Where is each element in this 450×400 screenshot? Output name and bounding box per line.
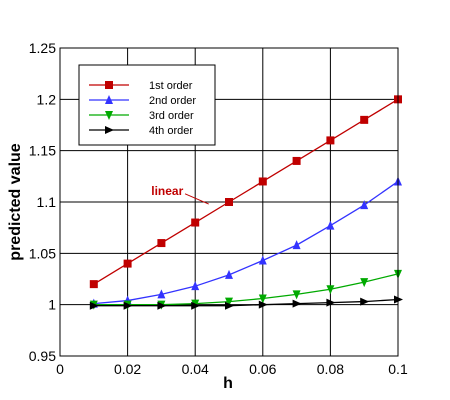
legend-label: 3rd order <box>149 110 194 122</box>
x-tick-label: 0.08 <box>317 361 344 377</box>
y-tick-label: 1.2 <box>37 91 57 107</box>
data-point <box>360 115 369 124</box>
legend-box <box>78 64 216 146</box>
data-point <box>123 301 133 310</box>
series-line <box>93 273 399 306</box>
y-axis-title: predicted value <box>7 143 24 260</box>
legend-marker <box>105 111 113 120</box>
data-point <box>123 259 132 268</box>
annotation-leader <box>184 193 209 205</box>
data-point <box>326 220 335 230</box>
data-point <box>225 198 233 206</box>
data-point <box>292 290 301 300</box>
legend-marker <box>105 81 113 89</box>
data-point <box>89 280 98 289</box>
data-point <box>191 301 201 310</box>
x-tick-label: 0.1 <box>388 361 408 377</box>
series-4 <box>89 295 403 310</box>
data-point <box>292 156 301 165</box>
data-point <box>292 240 301 250</box>
x-tick-label: 0.02 <box>114 361 141 377</box>
legend-marker <box>105 126 114 134</box>
legend-label: 1st order <box>149 80 193 92</box>
legend-item: 2nd order <box>89 95 196 107</box>
series-line <box>93 298 399 307</box>
annotations: linear <box>151 184 209 205</box>
data-point <box>225 297 233 307</box>
series-2 <box>89 176 402 308</box>
data-point <box>326 136 335 145</box>
series-layer <box>89 95 403 310</box>
data-point <box>292 299 302 308</box>
data-point <box>191 281 200 291</box>
legend: 1st order 2nd order 3rd order 4th order <box>78 64 216 146</box>
data-point <box>258 294 267 304</box>
data-point <box>89 301 99 310</box>
data-point <box>157 289 166 299</box>
legend-item: 3rd order <box>89 110 194 122</box>
y-tick-label: 1.25 <box>29 40 56 56</box>
x-axis-title: h <box>223 375 233 392</box>
y-tick-label: 1.05 <box>29 245 56 261</box>
data-point <box>326 285 335 295</box>
y-tick-label: 1.1 <box>37 194 57 210</box>
data-point <box>191 218 200 227</box>
x-tick-label: 0 <box>56 361 64 377</box>
annotation-label: linear <box>151 184 183 198</box>
data-point <box>360 278 369 288</box>
x-tick-label: 0.04 <box>182 361 209 377</box>
data-point <box>360 297 370 306</box>
data-point <box>258 255 267 265</box>
legend-label: 4th order <box>149 125 193 137</box>
series-3 <box>89 269 402 310</box>
series-1 <box>89 95 402 289</box>
data-point <box>360 200 369 210</box>
y-tick-label: 1 <box>48 297 56 313</box>
data-point <box>326 298 336 307</box>
data-point <box>258 300 268 309</box>
x-axis-ticks: 0 0.02 0.04 0.06 0.08 0.1 <box>56 361 408 377</box>
legend-item: 1st order <box>89 80 193 92</box>
data-point <box>225 269 233 279</box>
x-tick-label: 0.06 <box>249 361 276 377</box>
legend-label: 2nd order <box>149 95 196 107</box>
y-tick-label: 1.15 <box>29 143 56 159</box>
series-line <box>93 180 399 305</box>
data-point <box>157 301 167 310</box>
data-point <box>157 239 166 248</box>
series-line <box>93 98 399 285</box>
data-point <box>258 177 267 186</box>
y-tick-label: 0.95 <box>29 348 56 364</box>
data-point <box>225 301 234 310</box>
plot-frame <box>59 47 399 357</box>
legend-item: 4th order <box>89 125 193 137</box>
legend-marker <box>105 95 113 104</box>
y-axis-ticks: 0.95 1 1.05 1.1 1.15 1.2 1.25 <box>29 40 56 364</box>
